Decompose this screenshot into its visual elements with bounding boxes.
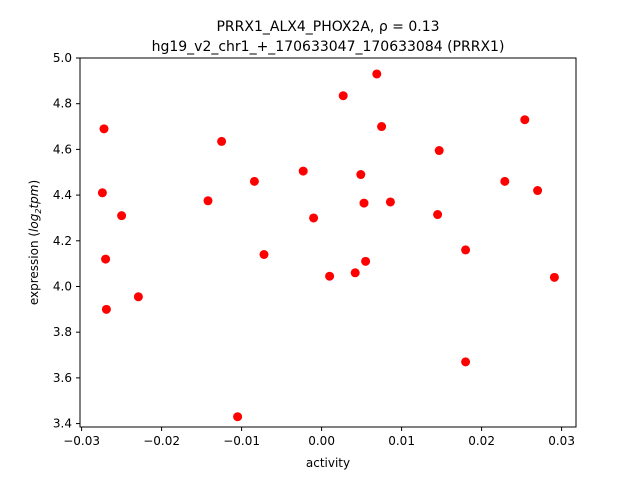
plot-area xyxy=(80,58,576,427)
data-point-12 xyxy=(309,213,319,223)
data-point-1 xyxy=(97,188,107,198)
y-tick-label-8: 5.0 xyxy=(53,51,72,65)
data-point-0 xyxy=(99,124,109,134)
x-tick-label-4: 0.01 xyxy=(388,434,415,448)
x-tick-label-3: 0.00 xyxy=(308,434,335,448)
chart-title-line1: PRRX1_ALX4_PHOX2A, ρ = 0.13 xyxy=(216,19,439,35)
y-axis-ticks: 3.4 3.6 3.8 4.0 4.2 4.4 4.6 4.8 5.0 xyxy=(53,51,80,431)
y-axis-label-log: log xyxy=(27,213,41,232)
data-point-15 xyxy=(350,268,360,278)
y-axis-label-sub: 2 xyxy=(34,209,43,214)
data-point-7 xyxy=(217,136,227,146)
data-point-20 xyxy=(377,122,387,132)
data-point-16 xyxy=(356,170,366,180)
x-tick-label-5: 0.02 xyxy=(468,434,495,448)
y-tick-label-7: 4.8 xyxy=(53,97,72,111)
data-point-17 xyxy=(359,198,369,208)
data-point-13 xyxy=(325,271,335,281)
data-point-22 xyxy=(433,210,443,220)
data-points xyxy=(97,69,559,422)
y-axis-label-tpm: tpm xyxy=(27,185,41,209)
data-point-6 xyxy=(203,196,213,206)
data-point-9 xyxy=(249,176,259,186)
data-point-23 xyxy=(434,146,444,156)
chart-title-line2: hg19_v2_chr1_+_170633047_170633084 (PRRX… xyxy=(152,39,505,55)
data-point-11 xyxy=(298,166,308,176)
data-point-5 xyxy=(133,292,143,302)
data-point-25 xyxy=(461,357,471,367)
data-point-27 xyxy=(520,115,530,125)
y-tick-label-4: 4.2 xyxy=(53,234,72,248)
y-tick-label-5: 4.4 xyxy=(53,188,72,202)
data-point-8 xyxy=(233,412,243,422)
data-point-4 xyxy=(117,211,127,221)
data-point-14 xyxy=(338,91,348,101)
plot-frame xyxy=(79,57,577,428)
data-point-2 xyxy=(101,254,111,264)
x-tick-label-0: −0.03 xyxy=(63,434,100,448)
data-point-24 xyxy=(461,245,471,255)
data-point-10 xyxy=(259,250,269,259)
y-tick-label-3: 4.0 xyxy=(53,279,72,293)
x-axis-ticks: −0.03 −0.02 −0.01 0.00 0.01 0.02 0.03 xyxy=(63,427,575,448)
data-point-28 xyxy=(533,186,543,196)
y-tick-label-0: 3.4 xyxy=(53,417,72,431)
x-axis-label: activity xyxy=(306,456,350,470)
y-tick-label-6: 4.6 xyxy=(53,142,72,156)
y-axis-label-suffix: ) xyxy=(27,180,41,185)
x-tick-label-2: −0.01 xyxy=(223,434,260,448)
data-point-26 xyxy=(500,176,510,186)
y-tick-label-2: 3.8 xyxy=(53,325,72,339)
y-axis-label: expression (log2tpm) xyxy=(27,180,43,305)
data-point-21 xyxy=(385,197,395,207)
data-point-18 xyxy=(361,256,371,266)
data-point-29 xyxy=(549,272,559,282)
y-axis-label-prefix: expression ( xyxy=(27,232,41,305)
y-tick-label-1: 3.6 xyxy=(53,371,72,385)
x-tick-label-1: −0.02 xyxy=(143,434,180,448)
data-point-3 xyxy=(101,304,111,314)
data-point-19 xyxy=(372,69,382,79)
x-tick-label-6: 0.03 xyxy=(548,434,575,448)
